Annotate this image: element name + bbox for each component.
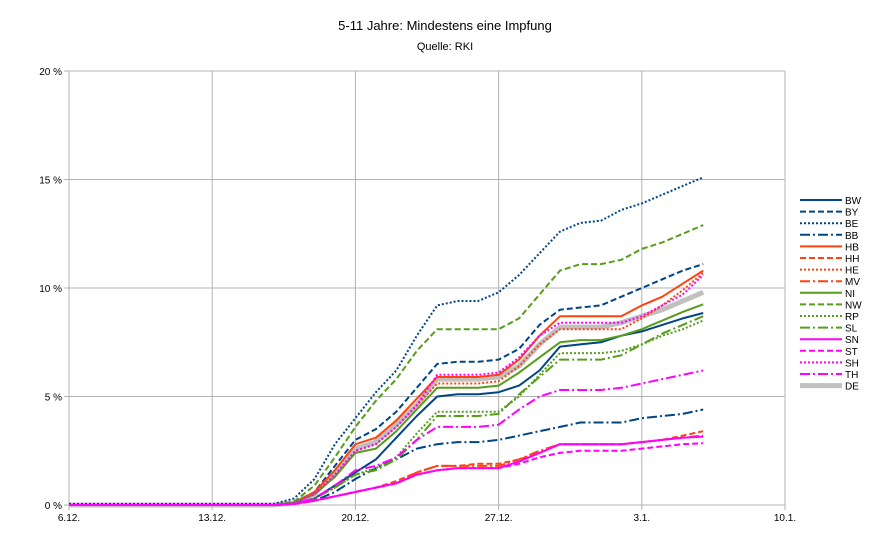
series-line-sh xyxy=(69,274,704,506)
x-tick-label: 3.1. xyxy=(633,513,650,524)
series-line-ni xyxy=(69,303,704,506)
legend-label-by: BY xyxy=(845,208,859,219)
series-line-be xyxy=(69,176,704,505)
x-tick-label: 13.12. xyxy=(198,513,226,524)
legend-label-be: BE xyxy=(845,219,859,230)
series-line-bb xyxy=(69,408,704,506)
legend-label-th: TH xyxy=(845,370,858,381)
legend-label-nw: NW xyxy=(845,300,862,311)
series-line-st xyxy=(69,442,704,506)
series-line-sn xyxy=(69,435,704,506)
chart-title: 5-11 Jahre: Mindestens eine Impfung xyxy=(338,18,552,33)
series-line-bw xyxy=(69,312,704,506)
legend-label-de: DE xyxy=(845,382,859,393)
series-lines xyxy=(69,176,705,508)
y-tick-label: 20 % xyxy=(39,67,62,78)
series-line-th xyxy=(69,369,704,506)
x-tick-label: 10.1. xyxy=(774,513,796,524)
series-line-nw xyxy=(69,224,704,506)
chart-subtitle: Quelle: RKI xyxy=(417,41,473,53)
legend-label-ni: NI xyxy=(845,289,855,300)
legend-label-hb: HB xyxy=(845,242,859,253)
y-tick-label: 0 % xyxy=(45,501,62,512)
series-line-mv xyxy=(69,434,704,506)
series-line-rp xyxy=(69,319,704,506)
series-line-by xyxy=(69,263,704,506)
legend-label-mv: MV xyxy=(845,277,860,288)
legend-label-rp: RP xyxy=(845,312,859,323)
y-tick-label: 15 % xyxy=(39,176,62,187)
legend-label-he: HE xyxy=(845,266,859,277)
legend-label-sl: SL xyxy=(845,324,858,335)
legend-label-sn: SN xyxy=(845,335,859,346)
y-tick-label: 10 % xyxy=(39,284,62,295)
y-tick-label: 5 % xyxy=(45,393,62,404)
legend-label-st: ST xyxy=(845,347,858,358)
legend-label-bw: BW xyxy=(845,196,862,207)
series-line-de xyxy=(69,289,705,508)
axes: 0 % 5 % 10 % 15 % 20 % 6.12. 13.12. 20.12. 27.12… xyxy=(39,67,796,524)
series-line-hh xyxy=(69,430,704,506)
x-tick-label: 20.12. xyxy=(341,513,369,524)
legend-label-hh: HH xyxy=(845,254,859,265)
x-tick-label: 6.12. xyxy=(58,513,80,524)
x-tick-label: 27.12. xyxy=(485,513,513,524)
series-line-sl xyxy=(69,315,704,506)
series-line-hb xyxy=(69,269,704,506)
legend-label-bb: BB xyxy=(845,231,859,242)
legend-label-sh: SH xyxy=(845,358,859,369)
